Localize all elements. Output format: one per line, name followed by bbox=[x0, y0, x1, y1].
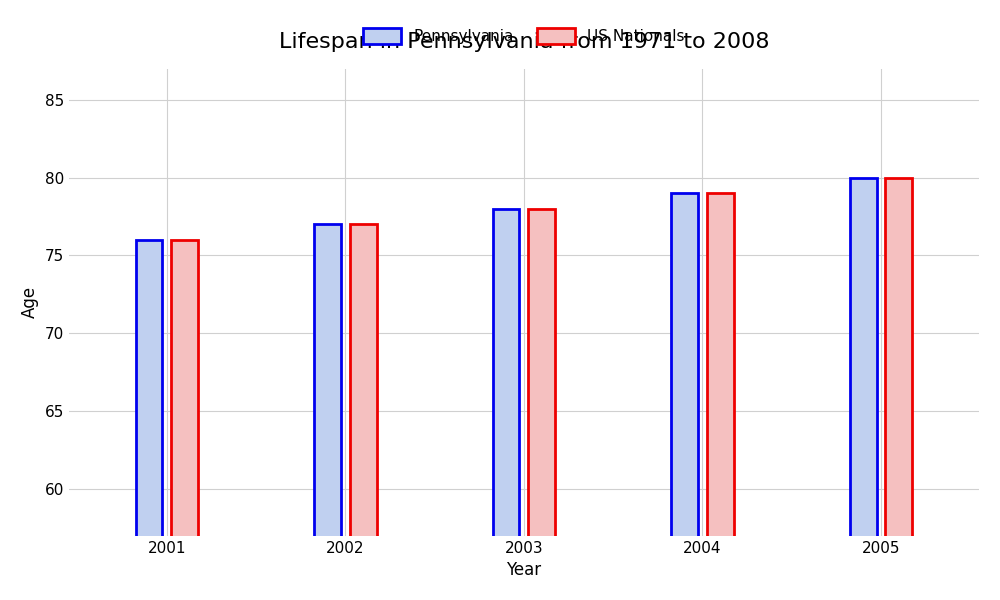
Bar bbox=[850, 178, 877, 600]
Bar bbox=[528, 209, 555, 600]
Bar bbox=[314, 224, 341, 600]
Y-axis label: Age: Age bbox=[21, 286, 39, 318]
Bar bbox=[171, 240, 198, 600]
Bar bbox=[885, 178, 912, 600]
Bar bbox=[707, 193, 734, 600]
X-axis label: Year: Year bbox=[506, 561, 541, 579]
Legend: Pennsylvania, US Nationals: Pennsylvania, US Nationals bbox=[355, 20, 692, 52]
Bar bbox=[493, 209, 519, 600]
Bar bbox=[671, 193, 698, 600]
Title: Lifespan in Pennsylvania from 1971 to 2008: Lifespan in Pennsylvania from 1971 to 20… bbox=[279, 32, 769, 52]
Bar bbox=[136, 240, 162, 600]
Bar bbox=[350, 224, 377, 600]
